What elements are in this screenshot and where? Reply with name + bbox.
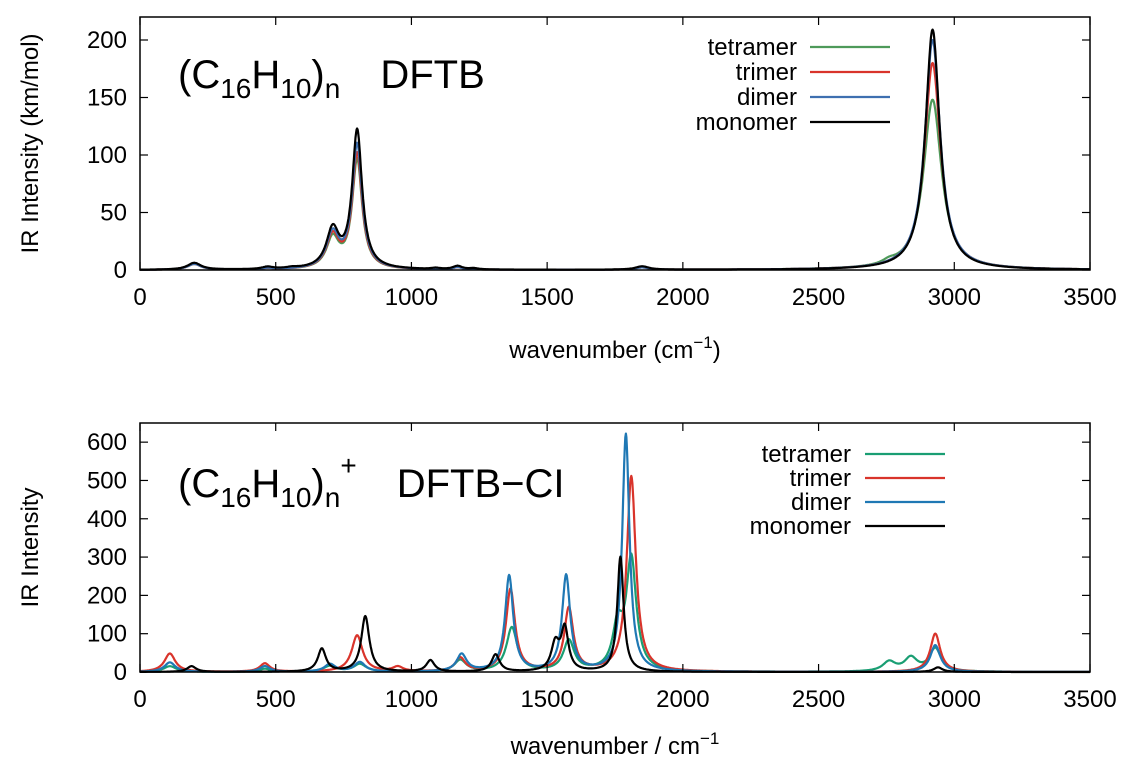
x-axis-label: wavenumber (cm−1) xyxy=(508,333,720,364)
legend-label-monomer: monomer xyxy=(696,109,797,136)
legend-label-dimer: dimer xyxy=(791,489,851,516)
x-tick-label: 3000 xyxy=(928,284,981,311)
y-tick-label: 500 xyxy=(87,467,127,494)
x-tick-label: 1000 xyxy=(385,686,438,713)
series-group xyxy=(139,432,1091,674)
legend-label-tetramer: tetramer xyxy=(762,441,851,468)
series-line-monomer xyxy=(139,28,1091,271)
legend-label-monomer: monomer xyxy=(750,513,851,540)
title-sub2: 10 xyxy=(280,73,311,104)
y-tick-label: 0 xyxy=(114,659,127,686)
panel-title: (C16H10)n+ DFTB−CI xyxy=(178,450,564,513)
title-close: ) xyxy=(311,462,324,506)
title-mid: H xyxy=(251,53,280,97)
y-tick-label: 400 xyxy=(87,506,127,533)
x-axis-label-sup: −1 xyxy=(693,333,712,352)
title-sup: + xyxy=(340,450,356,481)
title-mid: H xyxy=(251,462,280,506)
title-open: (C xyxy=(178,53,220,97)
panel-title: (C16H10)n DFTB xyxy=(178,53,485,104)
x-tick-label: 0 xyxy=(133,686,146,713)
series-line-tetramer xyxy=(139,98,1091,271)
x-tick-label: 1500 xyxy=(520,284,573,311)
title-open: (C xyxy=(178,462,220,506)
x-tick-label: 3500 xyxy=(1063,686,1116,713)
x-tick-label: 2500 xyxy=(792,686,845,713)
title-sub3: n xyxy=(325,482,341,513)
x-tick-label: 500 xyxy=(256,686,296,713)
x-axis-label-tail: ) xyxy=(713,337,721,364)
chart-panel-2: 0 500 1000 1500 2000 2500 3000 3500 0 100 200 300 40… xyxy=(17,422,1117,760)
title-sub1: 16 xyxy=(220,73,251,104)
legend-label-trimer: trimer xyxy=(736,59,797,86)
legend-label-trimer: trimer xyxy=(790,465,851,492)
x-axis-label-sup: −1 xyxy=(700,729,719,748)
y-tick-label: 150 xyxy=(87,85,127,112)
y-tick-label: 600 xyxy=(87,429,127,456)
y-tick-label: 200 xyxy=(87,582,127,609)
legend-label-tetramer: tetramer xyxy=(708,34,797,61)
y-axis-label: IR Intensity (km/mol) xyxy=(17,33,44,253)
series-line-tetramer xyxy=(139,552,1091,673)
title-close: ) xyxy=(311,53,324,97)
title-method: DFTB−CI xyxy=(397,462,565,506)
x-axis-label: wavenumber / cm−1 xyxy=(510,729,720,760)
x-tick-label: 3000 xyxy=(928,686,981,713)
legend-label-dimer: dimer xyxy=(737,84,797,111)
plot-frame xyxy=(139,16,1091,271)
x-tick-label: 3500 xyxy=(1063,284,1116,311)
x-tick-label: 1500 xyxy=(520,686,573,713)
y-tick-label: 100 xyxy=(87,621,127,648)
x-tick-label: 2000 xyxy=(656,686,709,713)
x-tick-label: 2500 xyxy=(792,284,845,311)
title-sub2: 10 xyxy=(280,482,311,513)
title-sub3: n xyxy=(325,73,341,104)
series-group xyxy=(139,28,1091,271)
x-tick-label: 500 xyxy=(256,284,296,311)
title-method: DFTB xyxy=(380,53,484,97)
x-tick-label: 0 xyxy=(133,284,146,311)
title-sub1: 16 xyxy=(220,482,251,513)
y-axis-label: IR Intensity xyxy=(17,487,44,607)
y-tick-label: 200 xyxy=(87,27,127,54)
x-axis-label-text: wavenumber (cm xyxy=(508,337,693,364)
x-tick-label: 2000 xyxy=(656,284,709,311)
x-axis-label-text: wavenumber / cm xyxy=(510,733,700,760)
chart-panel-1: 0 500 1000 1500 2000 2500 3000 3500 0 50 100 150 200… xyxy=(17,16,1117,364)
y-tick-label: 0 xyxy=(114,257,127,284)
y-tick-label: 300 xyxy=(87,544,127,571)
y-tick-label: 100 xyxy=(87,142,127,169)
y-tick-label: 50 xyxy=(100,200,127,227)
series-line-monomer xyxy=(139,555,1091,674)
x-tick-label: 1000 xyxy=(385,284,438,311)
plot-frame xyxy=(139,422,1091,673)
